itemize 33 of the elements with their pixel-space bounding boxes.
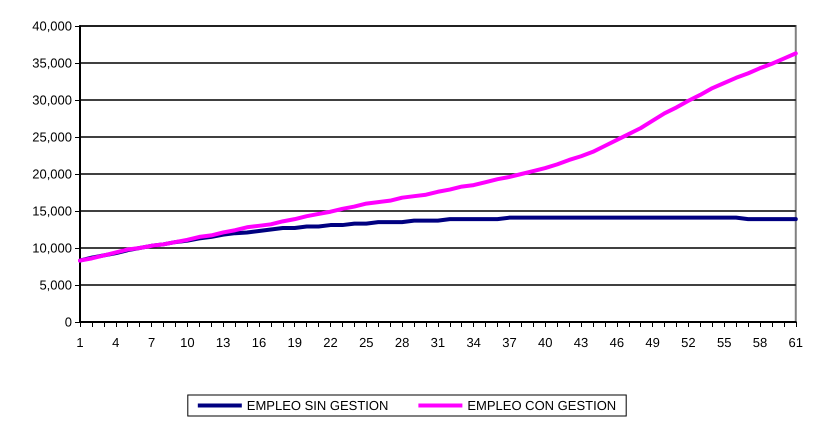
x-tick-label: 46 bbox=[610, 335, 624, 350]
y-tick-label: 5,000 bbox=[39, 278, 72, 292]
x-tick-label: 52 bbox=[681, 335, 696, 350]
x-tick-label: 1 bbox=[76, 335, 84, 350]
y-tick-label: 0 bbox=[64, 314, 72, 330]
x-tick-label: 16 bbox=[252, 335, 266, 350]
x-tick-label: 55 bbox=[716, 335, 732, 350]
x-tick-label: 4 bbox=[112, 335, 120, 350]
x-tick-label: 58 bbox=[752, 335, 768, 350]
line-series bbox=[78, 51, 798, 263]
y-tick-label: 35,000 bbox=[32, 56, 72, 70]
x-tick-label: 61 bbox=[788, 335, 804, 350]
x-tick-label: 19 bbox=[287, 335, 302, 350]
y-tick-label: 15,000 bbox=[32, 204, 72, 218]
y-tick-label: 10,000 bbox=[32, 240, 72, 256]
x-tick-label: 31 bbox=[430, 335, 446, 350]
x-tick-label: 40 bbox=[538, 335, 552, 350]
x-tick-label: 25 bbox=[359, 335, 374, 350]
x-tick-label: 7 bbox=[148, 335, 156, 350]
x-tick-label: 43 bbox=[574, 335, 588, 350]
x-tick-label: 22 bbox=[323, 335, 338, 350]
y-tick-label: 40,000 bbox=[32, 18, 72, 34]
x-tick-label: 10 bbox=[180, 335, 195, 350]
x-tick-label: 37 bbox=[502, 335, 517, 350]
x-tick-label: 28 bbox=[394, 335, 410, 350]
legend-label: EMPLEO SIN GESTION bbox=[246, 398, 388, 413]
x-tick-label: 49 bbox=[645, 335, 660, 350]
legend-label: EMPLEO CON GESTION bbox=[467, 398, 616, 413]
y-tick-label: 25,000 bbox=[32, 130, 72, 144]
x-tick-label: 13 bbox=[216, 335, 230, 350]
y-tick-label: 30,000 bbox=[32, 92, 72, 108]
y-tick-label: 20,000 bbox=[32, 166, 72, 182]
x-tick-label: 34 bbox=[466, 335, 481, 350]
